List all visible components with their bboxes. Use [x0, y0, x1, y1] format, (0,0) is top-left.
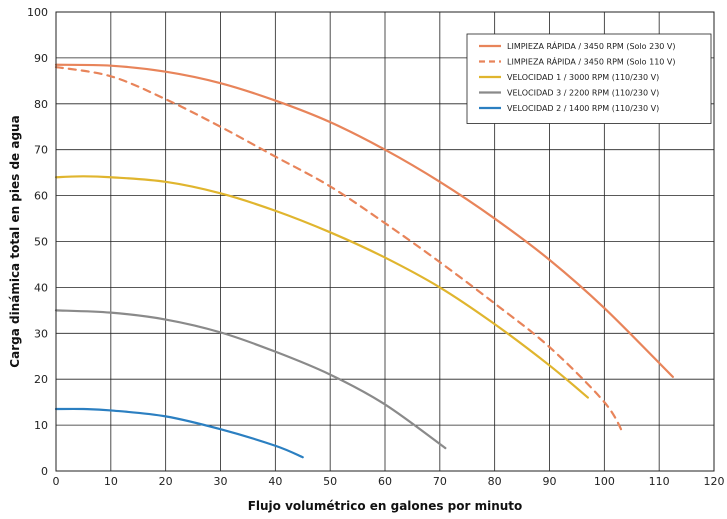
y-axis-label: Carga dinámica total en pies de agua [8, 115, 22, 367]
y-tick-label: 50 [34, 236, 48, 249]
y-tick-label: 70 [34, 144, 48, 157]
y-tick-label: 30 [34, 327, 48, 340]
legend-label: LIMPIEZA RÁPIDA / 3450 RPM (Solo 110 V) [507, 56, 676, 67]
plot-frame [55, 11, 715, 472]
y-tick-label: 0 [41, 465, 48, 478]
y-tick-label: 60 [34, 190, 48, 203]
x-tick-label: 110 [649, 475, 670, 488]
y-tick-label: 20 [34, 373, 48, 386]
legend-label: VELOCIDAD 1 / 3000 RPM (110/230 V) [507, 73, 659, 82]
y-tick-label: 100 [27, 6, 48, 19]
x-tick-label: 30 [214, 475, 228, 488]
x-tick-label: 20 [159, 475, 173, 488]
legend: LIMPIEZA RÁPIDA / 3450 RPM (Solo 230 V) L… [466, 33, 712, 124]
x-tick-label: 100 [594, 475, 615, 488]
y-tick-label: 40 [34, 281, 48, 294]
series-line-0 [54, 63, 674, 378]
x-tick-label: 90 [543, 475, 557, 488]
curves [54, 63, 674, 459]
series-line-4 [54, 407, 304, 459]
y-tick-label: 80 [34, 98, 48, 111]
legend-label: LIMPIEZA RÁPIDA / 3450 RPM (Solo 230 V) [507, 40, 676, 51]
series-line-3 [54, 309, 447, 450]
x-tick-label: 10 [104, 475, 118, 488]
x-tick-label: 120 [704, 475, 725, 488]
x-tick-label: 60 [378, 475, 392, 488]
legend-label: VELOCIDAD 2 / 1400 RPM (110/230 V) [507, 104, 659, 113]
y-tick-label: 90 [34, 52, 48, 65]
x-axis-label: Flujo volumétrico en galones por minuto [248, 499, 523, 513]
legend-label: VELOCIDAD 3 / 2200 RPM (110/230 V) [507, 89, 659, 98]
x-tick-label: 80 [488, 475, 502, 488]
x-axis-ticks: 0 10 20 30 40 50 60 70 80 90 100 110 120 [53, 475, 725, 488]
x-tick-label: 40 [268, 475, 282, 488]
y-axis-ticks: 0 10 20 30 40 50 60 70 80 90 100 [27, 6, 48, 478]
y-tick-label: 10 [34, 419, 48, 432]
series-line-2 [54, 175, 589, 399]
x-tick-label: 70 [433, 475, 447, 488]
legend-box [466, 33, 712, 124]
x-tick-label: 0 [53, 475, 60, 488]
x-tick-label: 50 [323, 475, 337, 488]
